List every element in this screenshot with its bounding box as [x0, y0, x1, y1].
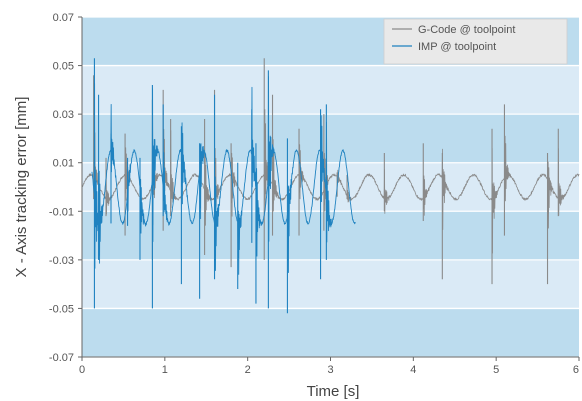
background-band	[82, 308, 579, 357]
y-tick-label: -0.05	[49, 303, 74, 315]
y-tick-labels: -0.07 -0.05 -0.03 -0.01 0.01 0.03 0.05 0.07	[49, 12, 74, 364]
x-tick-label: 4	[410, 364, 416, 376]
y-tick-label: 0.07	[53, 12, 74, 24]
y-axis-label: X - Axis tracking error [mm]	[13, 97, 30, 278]
legend-label: G-Code @ toolpoint	[418, 24, 515, 36]
series-imp	[91, 58, 356, 314]
axes	[78, 16, 580, 361]
background-band	[82, 65, 579, 115]
background-band	[82, 259, 579, 309]
x-tick-label: 6	[573, 364, 579, 376]
series-line	[91, 76, 356, 275]
x-axis-label: Time [s]	[307, 383, 360, 400]
legend-label: IMP @ toolpoint	[418, 41, 496, 53]
y-tick-label: -0.07	[49, 352, 74, 364]
legend: G-Code @ toolpoint IMP @ toolpoint	[383, 18, 568, 65]
y-tick-label: 0.05	[53, 61, 74, 73]
x-tick-labels: 0 1 2 3 4 5 6	[79, 364, 579, 376]
y-tick-label: -0.03	[49, 255, 74, 267]
x-tick-label: 3	[327, 364, 333, 376]
x-tick-label: 0	[79, 364, 85, 376]
x-tick-label: 5	[493, 364, 499, 376]
series-layer	[81, 58, 580, 314]
x-tick-label: 2	[245, 364, 251, 376]
legend-box	[383, 18, 568, 65]
y-tick-label: -0.01	[49, 206, 74, 218]
y-tick-label: 0.01	[53, 158, 74, 170]
y-tick-label: 0.03	[53, 109, 74, 121]
x-tick-label: 1	[162, 364, 168, 376]
